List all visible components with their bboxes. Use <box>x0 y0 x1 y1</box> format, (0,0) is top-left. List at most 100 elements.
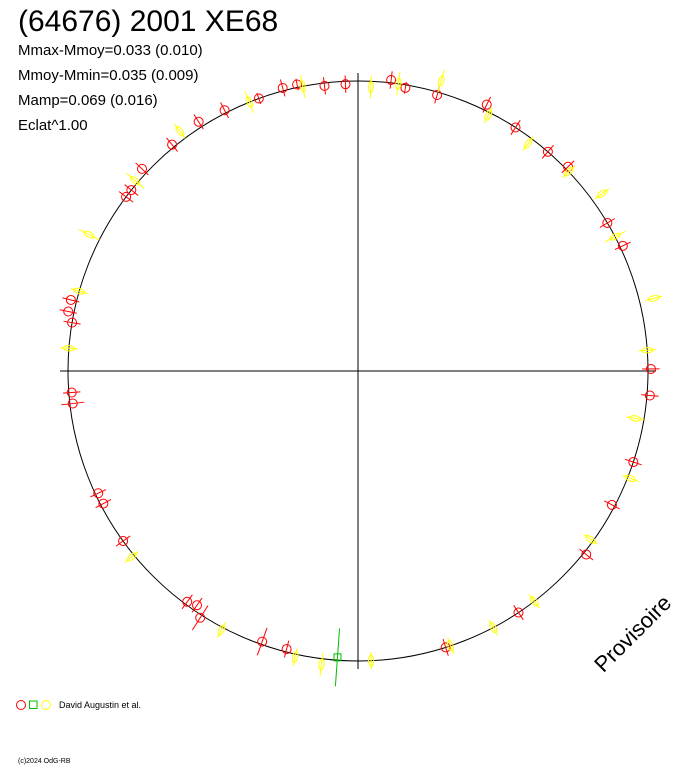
red-point <box>642 363 660 374</box>
red-point <box>319 77 330 95</box>
red-point <box>135 162 149 176</box>
red-marker <box>182 596 193 607</box>
red-point <box>292 78 303 91</box>
red-error-bar <box>624 458 642 466</box>
yellow-point <box>583 533 598 545</box>
red-error-bar <box>220 102 229 119</box>
red-marker <box>98 498 109 509</box>
yellow-marker <box>446 640 455 652</box>
yellow-marker <box>585 534 596 544</box>
red-marker <box>192 600 203 611</box>
red-error-bar <box>118 191 134 203</box>
red-marker <box>277 82 288 93</box>
yellow-marker <box>318 658 325 671</box>
yellow-error-bar <box>396 72 401 96</box>
yellow-error-bar <box>370 651 373 670</box>
red-marker <box>121 191 132 202</box>
yellow-error-bar <box>292 648 298 666</box>
yellow-point <box>318 652 325 677</box>
red-marker <box>400 82 411 93</box>
red-error-bar <box>344 75 347 93</box>
red-point <box>62 294 80 305</box>
yellow-point <box>483 107 493 124</box>
red-error-bar <box>62 391 81 394</box>
green-point <box>333 628 342 687</box>
red-error-bar <box>90 489 107 498</box>
yellow-point <box>124 551 139 563</box>
copyright: (c)2024 OdG-RB <box>18 758 71 765</box>
red-point <box>256 627 268 656</box>
yellow-marker <box>484 109 493 121</box>
yellow-point <box>604 230 626 243</box>
yellow-point <box>174 123 186 139</box>
red-marker <box>67 398 78 409</box>
stat-mmax-mmoy: Mmax-Mmoy=0.033 (0.010) <box>18 42 203 59</box>
yellow-point <box>528 594 540 609</box>
yellow-marker <box>245 96 254 108</box>
yellow-error-bar <box>437 69 445 93</box>
red-marker <box>118 536 129 547</box>
yellow-error-bar <box>626 416 644 421</box>
red-error-bar <box>191 605 209 631</box>
red-point <box>124 184 139 196</box>
legend-green-square <box>29 700 38 709</box>
yellow-error-bar <box>447 637 454 655</box>
red-point <box>624 457 642 468</box>
red-error-bar <box>166 137 178 152</box>
red-point <box>513 605 524 621</box>
red-point <box>115 535 131 547</box>
red-marker <box>562 161 573 172</box>
yellow-point <box>367 75 375 99</box>
yellow-point <box>70 287 88 295</box>
yellow-marker <box>83 230 95 239</box>
yellow-point <box>299 74 306 98</box>
yellow-error-bar <box>319 652 324 677</box>
yellow-marker <box>291 651 299 663</box>
red-marker <box>193 116 204 127</box>
yellow-point <box>594 188 610 200</box>
red-error-bar <box>61 401 85 406</box>
red-error-bar <box>95 499 112 509</box>
yellow-marker <box>217 624 226 636</box>
red-marker <box>606 499 617 510</box>
yellow-error-bar <box>60 347 78 350</box>
yellow-point <box>60 345 78 352</box>
red-marker <box>581 549 592 560</box>
yellow-marker <box>647 295 660 302</box>
red-marker <box>281 644 292 655</box>
yellow-point <box>626 415 644 422</box>
yellow-point <box>437 69 445 93</box>
red-point <box>166 137 178 152</box>
yellow-marker <box>437 75 445 87</box>
red-marker <box>93 488 104 499</box>
red-point <box>181 594 193 610</box>
red-error-bar <box>181 594 193 610</box>
red-error-bar <box>279 79 286 97</box>
red-error-bar <box>62 297 80 303</box>
yellow-marker <box>130 176 141 186</box>
red-error-bar <box>389 71 393 89</box>
red-point <box>510 119 521 136</box>
yellow-point <box>638 347 656 354</box>
red-marker <box>319 80 330 91</box>
red-error-bar <box>561 160 575 174</box>
red-error-bar <box>513 605 524 621</box>
yellow-error-bar <box>78 228 100 241</box>
yellow-point <box>216 622 226 639</box>
red-point <box>541 144 554 159</box>
red-marker <box>195 612 206 623</box>
red-marker <box>513 607 524 618</box>
yellow-marker <box>368 654 375 667</box>
axes <box>60 73 656 669</box>
red-error-bar <box>599 218 616 228</box>
red-error-bar <box>579 548 594 561</box>
red-marker <box>645 363 656 374</box>
yellow-marker <box>529 596 539 607</box>
yellow-point <box>291 648 299 666</box>
yellow-point <box>395 72 402 96</box>
red-marker <box>137 163 148 174</box>
yellow-marker <box>299 80 306 93</box>
red-marker <box>66 387 77 398</box>
red-point <box>193 114 204 130</box>
